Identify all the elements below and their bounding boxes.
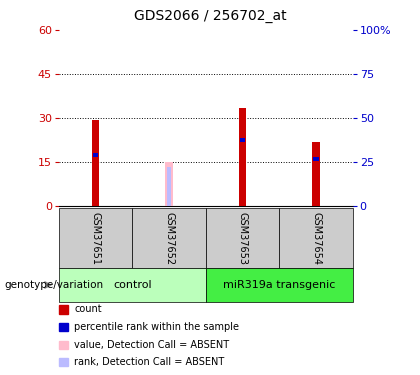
Text: GSM37654: GSM37654 [311,211,321,265]
Text: GSM37653: GSM37653 [238,211,247,265]
Bar [240,138,245,142]
Text: control: control [113,280,152,290]
Bar [167,166,171,206]
Bar [165,162,173,206]
Bar [239,108,246,206]
Text: GSM37651: GSM37651 [91,211,100,265]
Text: rank, Detection Call = ABSENT: rank, Detection Call = ABSENT [74,357,225,367]
Text: count: count [74,304,102,314]
Text: GDS2066 / 256702_at: GDS2066 / 256702_at [134,9,286,23]
Text: GSM37652: GSM37652 [164,211,174,265]
Text: value, Detection Call = ABSENT: value, Detection Call = ABSENT [74,340,229,350]
Bar [93,153,98,157]
Text: percentile rank within the sample: percentile rank within the sample [74,322,239,332]
Bar [312,142,320,206]
Text: miR319a transgenic: miR319a transgenic [223,280,336,290]
Text: genotype/variation: genotype/variation [4,280,103,290]
Bar [92,120,99,206]
Bar [313,158,319,161]
